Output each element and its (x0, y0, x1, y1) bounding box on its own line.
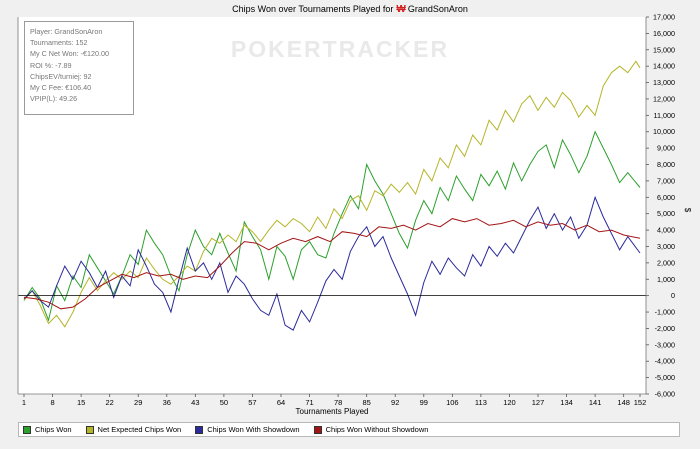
legend-swatch (85, 425, 94, 434)
y-tick-label: -4,000 (655, 357, 675, 366)
x-tick-label: 57 (248, 398, 256, 407)
stat-chipsev: ChipsEV/turniej: 92 (30, 71, 92, 81)
series-line-3 (23, 218, 641, 310)
x-tick-label: 1 (22, 398, 26, 407)
legend-item-chips-won[interactable]: Chips Won (23, 425, 72, 434)
y-tick-label: 12,000 (653, 94, 675, 103)
legend: Chips Won Net Expected Chips Won Chips W… (18, 422, 680, 437)
x-tick-label: 152 (634, 398, 647, 407)
series-layer (23, 60, 641, 331)
stat-tournaments: Tournaments: 152 (30, 38, 88, 48)
x-tick-label: 99 (420, 398, 428, 407)
x-axis-ticks: 1 8 15 22 29 36 43 50 57 64 71 78 85 92 99 106 113 120 127… (22, 394, 646, 407)
y-tick-label: 9,000 (657, 144, 675, 153)
x-tick-label: 141 (589, 398, 602, 407)
y-tick-label: 1,000 (657, 275, 675, 284)
legend-swatch (195, 425, 204, 434)
legend-label: Chips Won With Showdown (207, 425, 300, 434)
stat-vpip: VPIP(L): 49.26 (30, 94, 78, 104)
x-tick-label: 113 (475, 398, 487, 407)
x-tick-label: 15 (77, 398, 85, 407)
y-tick-label: 0 (671, 291, 675, 300)
x-tick-label: 36 (163, 398, 171, 407)
y-tick-label: -6,000 (655, 390, 675, 399)
x-tick-label: 78 (334, 398, 342, 407)
stat-fee: My C Fee: €106.40 (30, 83, 92, 93)
legend-swatch (313, 425, 322, 434)
legend-item-without-showdown[interactable]: Chips Won Without Showdown (313, 425, 429, 434)
stat-player: Player: GrandSonAron (30, 27, 103, 36)
x-tick-label: 134 (560, 398, 573, 407)
x-tick-label: 106 (446, 398, 459, 407)
y-tick-label: 5,000 (657, 209, 675, 218)
chart-title-player: GrandSonAron (407, 4, 468, 14)
legend-swatch (23, 425, 31, 434)
watermark: POKERTRACKER (231, 36, 449, 62)
y-tick-label: 2,000 (657, 258, 675, 267)
y-tick-label: 3,000 (657, 242, 675, 251)
x-tick-label: 43 (191, 398, 199, 407)
y-tick-label: -1,000 (655, 308, 675, 317)
chart-title-text: Chips Won over Tournaments Played for (232, 4, 394, 14)
y-axis-label: $ (683, 208, 692, 213)
x-tick-label: 8 (50, 398, 54, 407)
y-tick-label: 10,000 (653, 127, 675, 136)
x-tick-label: 85 (363, 398, 371, 407)
y-tick-label: 13,000 (653, 78, 675, 87)
y-axis-ticks: -6,000 -5,000 -4,000 -3,000 -2,000 -1,000 0 1,0… (646, 13, 675, 399)
x-tick-label: 64 (277, 398, 285, 407)
x-tick-label: 148 (617, 398, 630, 407)
y-tick-label: 17,000 (653, 13, 675, 22)
x-tick-label: 120 (503, 398, 516, 407)
legend-label: Chips Won (35, 425, 72, 434)
x-axis-label: Tournaments Played (296, 407, 369, 416)
y-tick-label: 15,000 (653, 45, 675, 54)
y-tick-label: -5,000 (655, 373, 675, 382)
x-tick-label: 22 (105, 398, 113, 407)
y-tick-label: 11,000 (654, 111, 675, 120)
x-tick-label: 92 (391, 398, 399, 407)
pokertracker-logo-icon: ₩ (396, 4, 406, 15)
legend-item-with-showdown[interactable]: Chips Won With Showdown (195, 425, 300, 434)
y-tick-label: 4,000 (657, 226, 675, 235)
stat-roi: ROI %: -7.89 (30, 60, 72, 70)
x-tick-label: 50 (220, 398, 228, 407)
y-tick-label: -2,000 (655, 324, 675, 333)
x-tick-label: 29 (134, 398, 142, 407)
series-line-0 (23, 130, 641, 322)
legend-item-net-expected[interactable]: Net Expected Chips Won (85, 425, 182, 434)
player-stats-box: Player: GrandSonAron Tournaments: 152 My… (24, 21, 134, 115)
legend-label: Chips Won Without Showdown (325, 425, 429, 434)
legend-label: Net Expected Chips Won (97, 425, 182, 434)
y-tick-label: -3,000 (655, 340, 675, 349)
y-tick-label: 16,000 (653, 29, 675, 38)
x-tick-label: 71 (305, 398, 313, 407)
series-line-2 (23, 195, 641, 331)
y-tick-label: 8,000 (657, 160, 675, 169)
y-tick-label: 6,000 (657, 193, 675, 202)
y-tick-label: 14,000 (653, 62, 675, 71)
chart-title: Chips Won over Tournaments Played for ₩ Gr… (0, 4, 700, 15)
series-line-1 (23, 60, 641, 328)
x-tick-label: 127 (532, 398, 545, 407)
stat-net-won: My C Net Won: -€120.00 (30, 49, 109, 59)
y-tick-label: 7,000 (657, 176, 675, 185)
